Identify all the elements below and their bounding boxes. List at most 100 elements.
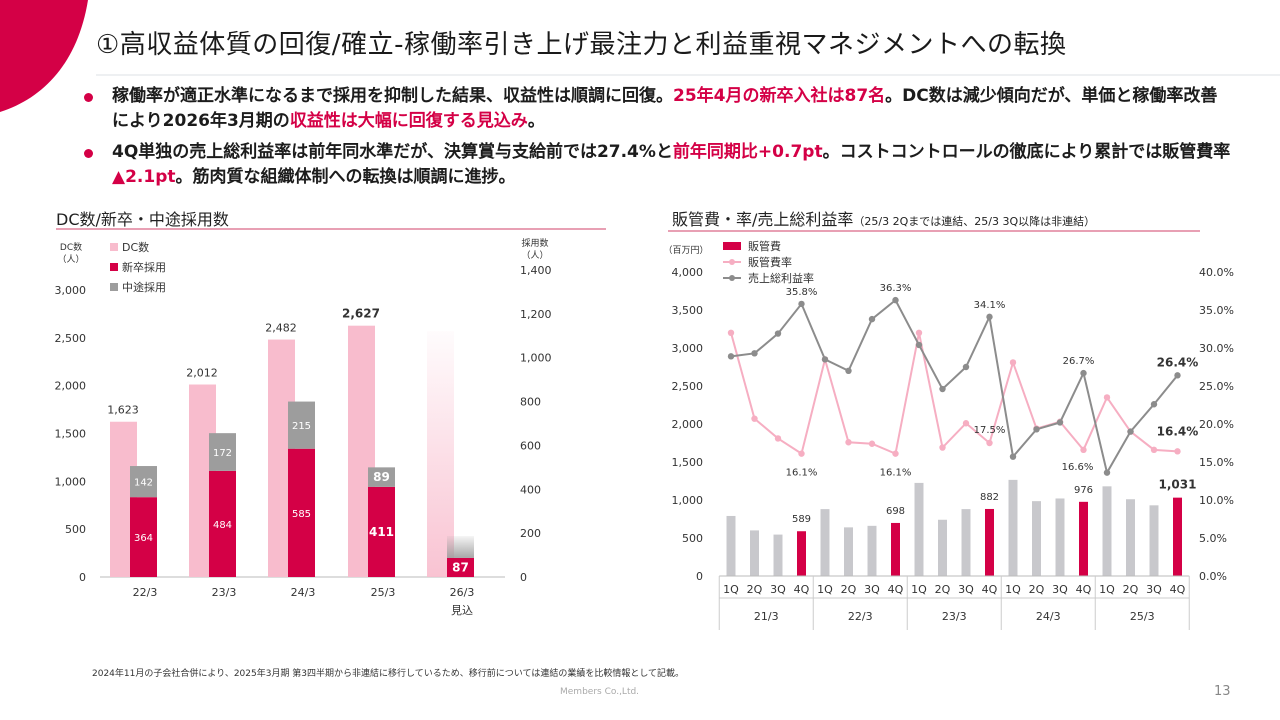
bullet-text-2: 4Q単独の売上総利益率は前年同水準だが、決算賞与支給前では27.4%と前年同期比… [112,142,1231,187]
mid-career-bar [209,433,236,471]
right-chart-title: 販管費・率/売上総利益率（25/3 2Qまでは連結、25/3 3Q以降は非連結） [672,206,1095,230]
quarter-label: 3Q [1052,583,1068,596]
left-axis-tick: 3,000 [55,284,87,297]
category-label: 25/3 [371,586,396,599]
sga-bar [1102,486,1112,576]
legend-swatch [110,283,118,291]
sga-bar [867,525,877,576]
dc-value-label: 2,012 [186,367,218,380]
right-chart-title-rule [668,230,1200,232]
dc-recruitment-chart: DC数（人）採用数（人）05001,0001,5002,0002,5003,00… [55,237,552,617]
new-grad-bar [368,486,395,577]
right-axis-tick: 10.0% [1199,494,1234,507]
mid-career-bar [130,466,157,498]
mid-career-bar [288,401,315,449]
quarter-label: 2Q [841,583,857,596]
right-axis-tick: 0 [520,571,527,584]
right-axis-tick: 15.0% [1199,456,1234,469]
dc-value-label: 1,623 [107,404,139,417]
right-axis-tick: 600 [520,439,541,452]
bullet-list: 稼働率が適正水準になるまで採用を抑制した結果、収益性は順調に回復。25年4月の新… [82,84,1232,196]
sga-rate-point [774,435,782,442]
new-grad-label: 364 [134,533,153,544]
page-number: 13 [1214,684,1231,699]
new-grad-bar [288,448,315,577]
gross-margin-point [1127,428,1134,435]
sga-rate-point [962,420,970,427]
left-axis-tick: 2,500 [55,332,87,345]
sga-margin-chart: （百万円） 0 500 1,000 1,500 2,000 2,500 3,000 3,500 4… [663,239,1234,630]
gross-margin-point [1174,372,1181,379]
sga-rate-point [986,439,993,447]
gross-margin-label: 26.4% [1157,355,1199,369]
sga-bar [891,522,900,576]
gross-margin-point [1056,419,1064,426]
right-chart-title-sub: （25/3 2Qまでは連結、25/3 3Q以降は非連結） [853,215,1096,228]
sga-rate-point [868,440,876,447]
sga-rate-line [730,332,1178,456]
sga-rate-point [1103,394,1111,401]
gross-margin-line [730,298,1179,476]
dc-value-label: 2,627 [342,307,380,321]
year-label: 25/3 [1130,610,1155,623]
bullet-text-1: 稼働率が適正水準になるまで採用を抑制した結果、収益性は順調に回復。25年4月の新… [112,86,1218,131]
gross-margin-point [892,296,899,304]
new-grad-label: 87 [452,560,469,574]
sga-bar [726,515,736,576]
sga-bar [820,509,830,576]
company-name: Members Co.,Ltd. [560,687,640,697]
sga-rate-label: 17.5% [974,425,1006,436]
gross-margin-point [751,350,758,357]
new-grad-bar [209,470,236,577]
quarter-label: 1Q [723,583,739,596]
category-label: 22/3 [133,586,158,599]
gross-margin-point [915,341,923,349]
quarter-label: 2Q [935,583,951,596]
footnote: 2024年11月の子会社合併により、2025年3月期 第3四半期から非連結に移行… [92,669,685,679]
right-axis-tick: 30.0% [1199,342,1234,355]
sga-value-label: 976 [1074,485,1093,496]
legend-label: 中途採用 [122,280,166,294]
gross-margin-point [1009,453,1017,460]
left-axis-tick: 1,500 [672,456,704,469]
category-label: 26/3 [450,586,475,599]
right-axis-tick: 1,000 [520,352,552,365]
sga-rate-point [939,444,946,451]
new-grad-label: 585 [292,509,311,520]
right-axis-tick: 200 [520,527,541,540]
quarter-label: 1Q [1099,583,1115,596]
right-axis-tick: 400 [520,483,541,496]
sga-rate-point [798,450,805,457]
sga-bar [914,482,924,576]
sga-bar [1126,499,1135,576]
sga-bar [1055,498,1065,576]
sga-rate-point [1009,359,1017,366]
legend-swatch-sga [723,242,741,250]
sga-rate-label: 16.1% [786,468,818,479]
mid-career-bar [368,467,395,487]
legend-label: 販管費 [748,239,781,253]
year-label: 21/3 [754,610,779,623]
right-axis-tick: 40.0% [1199,266,1234,279]
sga-bar [844,527,853,576]
sga-rate-point [727,329,735,336]
title-divider [96,74,1280,76]
right-axis-label: 採用数 [521,237,548,249]
sga-rate-point [1080,446,1087,454]
left-axis-tick: 500 [682,532,703,545]
gross-margin-point [962,363,970,371]
new-grad-label: 484 [213,520,232,531]
left-axis-tick: 1,500 [55,428,87,441]
legend-label: 新卒採用 [122,260,166,274]
quarter-label: 1Q [911,583,927,596]
gross-margin-point [868,315,876,323]
left-axis-tick: 3,500 [672,304,704,317]
year-label: 24/3 [1036,610,1061,623]
gross-margin-point [774,330,782,337]
gross-margin-label: 34.1% [974,300,1006,311]
bullet-item-2: 4Q単独の売上総利益率は前年同水準だが、決算賞与支給前では27.4%と前年同期比… [82,140,1232,190]
category-note: 見込 [451,604,473,617]
left-axis-label: （百万円） [663,245,708,256]
right-chart-title-main: 販管費・率/売上総利益率 [672,210,854,229]
gross-margin-point [939,385,946,393]
